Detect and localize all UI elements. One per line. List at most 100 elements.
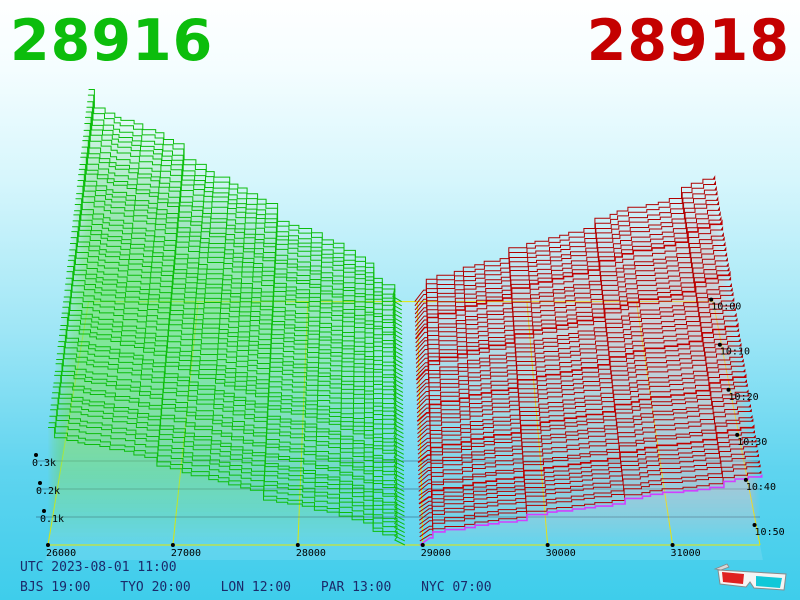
3d-glasses-icon[interactable] [712,560,790,594]
clock-lon: LON 12:00 [220,580,292,595]
bid-depth-curve-33 [70,237,404,410]
ask-depth-curve-9 [418,429,755,509]
ask-depth-curve-43 [415,257,728,368]
ask-depth-curve-14 [418,404,751,488]
bid-depth-fill-12 [56,359,405,496]
bid-depth-curve-2 [49,415,406,538]
ask-depth-curve-29 [417,328,740,426]
ask-depth-curve-59 [414,175,716,302]
ask-depth-curve-4 [419,453,759,529]
ask-depth-curve-25 [417,347,743,443]
ask-depth-curve-41 [415,266,730,377]
ask-depth-curve-38 [416,282,732,389]
bid-depth-curve-4 [50,404,405,529]
bid-depth-curve-0 [48,427,406,546]
x-tick-dot-3 [420,543,425,547]
bid-depth-fill-29 [67,260,404,426]
ask-depth-curve-42 [415,262,729,373]
utc-time: UTC 2023-08-01 11:00 [20,560,177,575]
bid-depth-curve-13 [56,353,405,492]
ask-depth-curve-34 [416,302,736,406]
ask-depth-curve-10 [418,424,755,505]
ask-depth-curve-45 [415,246,727,360]
ask-depth-curve-52 [415,210,721,331]
x-tick-label-1: 27000 [171,548,201,559]
ask-depth-curve-54 [414,200,720,323]
bid-depth-curve-16 [59,334,405,480]
bid-price: 28916 [10,8,214,74]
bid-depth-curve-50 [82,140,403,340]
bid-depth-curve-39 [74,204,403,385]
ask-depth-curve-7 [419,439,757,517]
axis-labels: 26000 27000 28000 29000 30000 31000 0.1k 0.2k 0.… [32,297,785,559]
x-tick-label-2: 28000 [296,548,326,559]
time-tick-dot-2 [726,387,731,392]
ask-depth-curve-21 [417,368,746,459]
bid-depth-fill-23 [63,297,404,451]
bid-depth-curve-15 [58,341,405,484]
bid-depth-curve-3 [50,409,405,534]
bid-depth-curve-19 [61,317,405,468]
bid-depth-fill-14 [57,346,405,488]
bid-depth-curve-1 [48,422,406,542]
bid-depth-curve-11 [55,363,405,501]
ask-depth-curve-11 [418,418,754,500]
ask-depth-curve-15 [418,398,751,484]
bid-depth-curve-26 [65,277,404,439]
x-tick-label-4: 30000 [546,548,576,559]
time-tick-label-3: 10:30 [737,437,767,448]
ask-depth-curve-35 [416,297,735,401]
ask-depth-curve-27 [417,338,741,434]
grid-line-x-4 [526,301,549,546]
x-tick-label-3: 29000 [421,548,451,559]
bid-depth-fill-35 [72,226,403,401]
bid-depth-curve-43 [77,180,403,369]
x-tick-dot-1 [170,543,175,547]
ask-depth-curve-16 [418,393,750,480]
ask-depth-curve-57 [414,185,717,311]
ask-depth-curve-13 [418,408,752,492]
depth-chart: 26000 27000 28000 29000 30000 31000 0.1k 0.2k 0.… [32,89,785,560]
ask-depth-curve-55 [414,196,719,319]
ask-depth-curve-30 [416,322,739,422]
time-tick-dot-5 [752,522,757,527]
bid-depth-curve-58 [87,94,402,307]
bid-depth-fill-10 [54,371,405,504]
bid-depth-curve-25 [65,283,404,443]
ask-depth-curve-58 [414,180,716,307]
ask-depth-curve-47 [415,236,725,352]
x-tick-dot-5 [670,543,675,547]
bid-depth-fill-3 [50,409,405,533]
time-tick-label-1: 10:10 [720,347,750,358]
clock-bjs: BJS 19:00 [20,580,91,595]
grid-line-x-5 [635,301,674,546]
ask-depth-curve-8 [418,434,756,513]
bid-depth-fill-59 [88,89,402,302]
bid-depth-curve-42 [76,185,403,373]
bid-depth-fill-31 [69,249,404,418]
bid-depth-curve-52 [83,129,403,331]
ask-depth-curve-44 [415,252,728,364]
time-tick-label-4: 10:40 [746,482,776,493]
depth-curves [48,89,763,546]
bid-depth-fill-5 [51,398,405,525]
bid-depth-fill-55 [85,112,402,319]
ask-depth-curve-40 [415,270,731,381]
time-tick-dot-0 [709,297,714,302]
bid-depth-fill-40 [75,198,403,380]
time-tick-label-5: 10:50 [755,527,785,538]
ask-depth-curve-23 [417,358,744,451]
bid-depth-curve-40 [75,198,403,381]
ask-depth-curve-49 [415,226,724,344]
bid-depth-curve-17 [59,329,405,476]
ask-depth-curve-51 [415,216,722,335]
bid-depth-fill-0 [48,427,405,545]
x-tick-label-0: 26000 [46,548,76,559]
ask-depth-curve-3 [419,460,760,534]
ask-depth-curve-26 [417,342,742,439]
bid-depth-fill-37 [73,214,403,393]
time-tick-dot-4 [743,477,748,482]
z-tick-dot-2 [34,453,38,457]
clock-nyc: NYC 07:00 [421,580,492,595]
time-tick-dot-1 [717,342,722,347]
